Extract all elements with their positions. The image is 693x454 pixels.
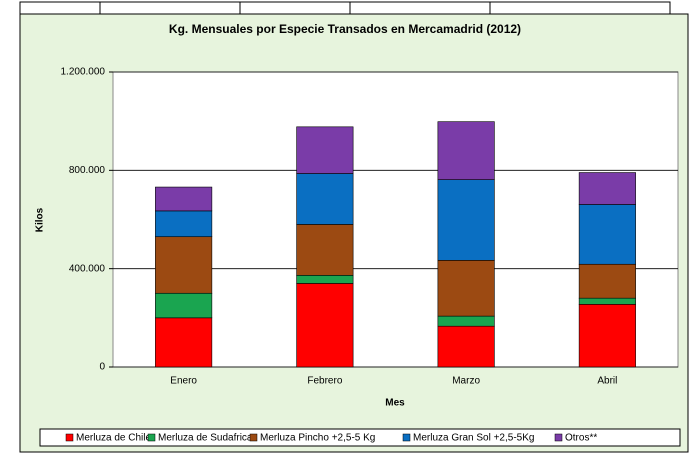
bar-segment xyxy=(155,236,213,294)
bar-segment xyxy=(578,304,636,368)
bar-segment xyxy=(296,224,354,276)
bar-segment xyxy=(155,210,213,238)
legend-swatch xyxy=(249,433,258,442)
x-tick-label: Abril xyxy=(597,376,617,387)
bar-segment xyxy=(296,126,354,174)
legend-label: Otros** xyxy=(565,433,597,444)
bar-segment xyxy=(296,275,354,284)
y-tick-label: 0 xyxy=(99,362,105,373)
legend-label: Merluza de Chile xyxy=(76,433,151,444)
bar-segment xyxy=(155,186,213,212)
bar-segment xyxy=(155,292,213,319)
bar-segment xyxy=(578,204,636,265)
bar-segment xyxy=(578,297,636,305)
bar-segment xyxy=(437,325,495,368)
y-axis-label: Kilos xyxy=(35,207,46,232)
x-tick-label: Marzo xyxy=(452,376,480,387)
legend-label: Merluza Pincho +2,5-5 Kg xyxy=(260,433,375,444)
legend-swatch xyxy=(65,433,74,442)
y-tick-label: 400.000 xyxy=(69,263,106,274)
y-tick-label: 800.000 xyxy=(69,165,106,176)
bar-segment xyxy=(437,260,495,317)
legend-swatch xyxy=(554,433,563,442)
legend-label: Merluza de Sudafrica xyxy=(158,433,253,444)
bar-segment xyxy=(578,263,636,299)
bar-segment xyxy=(155,317,213,368)
x-tick-label: Enero xyxy=(170,376,197,387)
bar-segment xyxy=(437,315,495,327)
x-tick-label: Febrero xyxy=(307,376,342,387)
bar-segment xyxy=(437,121,495,180)
y-tick-label: 1.200.000 xyxy=(61,67,106,78)
legend xyxy=(39,428,681,447)
x-axis-label: Mes xyxy=(385,398,405,409)
legend-swatch xyxy=(147,433,156,442)
bar-segment xyxy=(578,172,636,205)
legend-swatch xyxy=(402,433,411,442)
bar-segment xyxy=(296,173,354,225)
bar-segment xyxy=(296,283,354,368)
legend-label: Merluza Gran Sol +2,5-5Kg xyxy=(413,433,534,444)
chart-title: Kg. Mensuales por Especie Transados en M… xyxy=(169,22,521,36)
bar-segment xyxy=(437,179,495,261)
